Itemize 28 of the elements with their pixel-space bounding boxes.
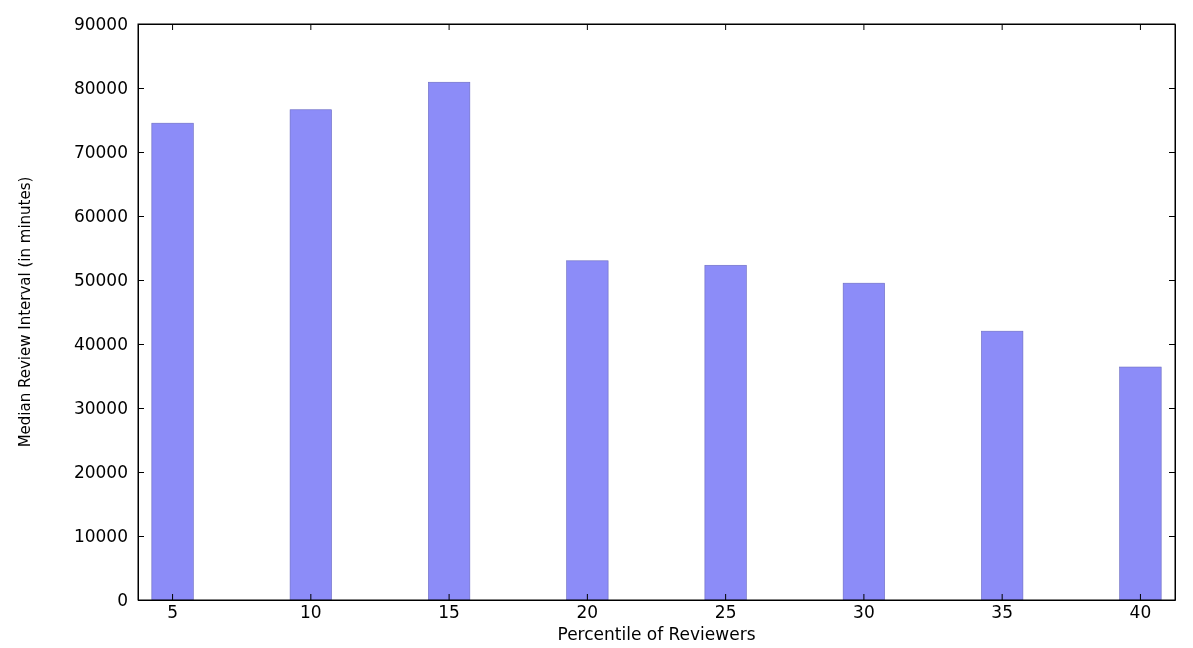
y-tick-label: 90000: [73, 13, 128, 34]
y-tick-label: 0: [117, 589, 128, 610]
x-tick-label: 40: [1129, 602, 1152, 623]
x-tick-label: 30: [853, 602, 875, 623]
bar: [289, 109, 332, 601]
bar: [842, 282, 885, 601]
y-tick-label: 20000: [73, 461, 128, 482]
bar: [151, 122, 194, 601]
y-tick-label: 40000: [73, 333, 128, 354]
bar: [981, 330, 1024, 601]
y-tick-label: 80000: [73, 77, 128, 98]
x-tick-label: 15: [438, 602, 460, 623]
x-tick-label: 35: [991, 602, 1013, 623]
y-tick-label: 10000: [73, 525, 128, 546]
bar: [428, 81, 471, 601]
y-tick-label: 50000: [73, 269, 128, 290]
y-axis-title: Median Review Interval (in minutes): [16, 176, 34, 448]
bar: [704, 264, 747, 601]
x-tick-label: 25: [714, 602, 737, 623]
bar: [566, 260, 609, 601]
x-axis-title: Percentile of Reviewers: [557, 624, 756, 644]
x-tick-label: 5: [167, 602, 178, 623]
bar: [1119, 366, 1162, 601]
x-tick-label: 10: [300, 602, 322, 623]
y-tick-label: 30000: [73, 397, 128, 418]
y-tick-label: 70000: [73, 141, 128, 162]
x-tick-label: 20: [576, 602, 599, 623]
y-tick-label: 60000: [73, 205, 128, 226]
